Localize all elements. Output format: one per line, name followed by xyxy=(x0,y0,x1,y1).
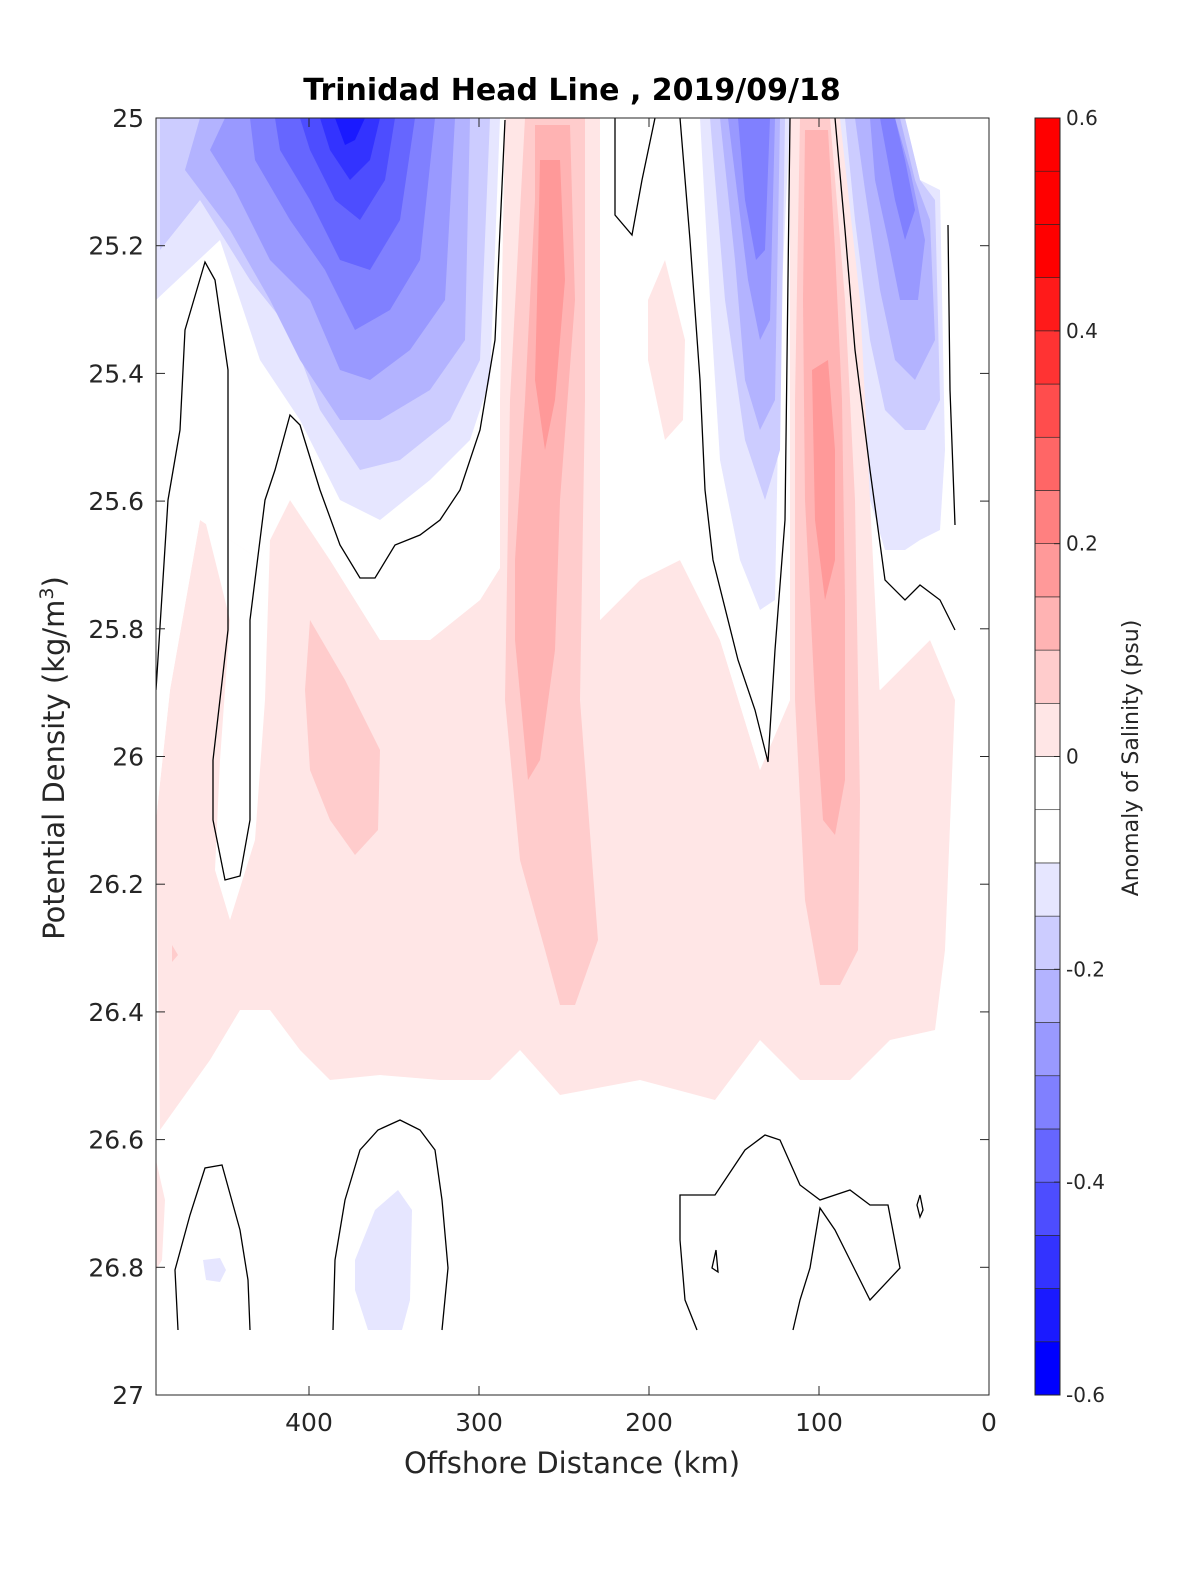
neutral-finger-left xyxy=(205,520,270,920)
x-tick-label: 200 xyxy=(625,1408,673,1437)
colorbar-segment xyxy=(1034,170,1061,225)
contour-line xyxy=(947,224,956,526)
colorbar-segment xyxy=(1034,1288,1061,1343)
y-tick-label: 25.4 xyxy=(88,359,144,388)
contour-line xyxy=(614,118,656,237)
y-axis-label-sup: 3 xyxy=(36,587,58,599)
colorbar-segment xyxy=(1034,649,1061,704)
negative-anomaly-deep-small xyxy=(203,1258,226,1282)
x-tick-label: 400 xyxy=(285,1408,333,1437)
colorbar-ticks: 0.6 0.4 0.2 0 -0.2 -0.4 -0.6 xyxy=(1054,106,1105,1407)
neutral-column-200 xyxy=(600,118,790,770)
x-tick-label: 300 xyxy=(455,1408,503,1437)
y-axis-label-main: Potential Density (kg/m xyxy=(37,600,71,940)
colorbar-segment xyxy=(1034,702,1061,757)
negative-anomaly-left-l8 xyxy=(320,118,380,180)
contour-line xyxy=(172,945,178,962)
colorbar-segment xyxy=(1034,436,1061,491)
colorbar-segment xyxy=(1034,1022,1061,1077)
negative-anomaly-coast-l5 xyxy=(880,118,915,240)
y-tick-label: 26.8 xyxy=(88,1253,144,1282)
chart-title: Trinidad Head Line , 2019/09/18 xyxy=(303,73,840,108)
positive-anomaly-column-255-l4 xyxy=(535,160,565,450)
y-axis-label-close: ) xyxy=(37,576,71,587)
contour-line xyxy=(679,118,791,763)
y-axis: 25 25.2 25.4 25.6 25.8 26 26.2 26.4 26.6 26.8 27 xyxy=(88,104,989,1410)
colorbar-tick-label: 0.2 xyxy=(1066,532,1098,556)
contour-line xyxy=(156,119,506,881)
y-tick-label: 27 xyxy=(112,1381,144,1410)
zero-contour-lines xyxy=(156,118,956,1331)
contour-line xyxy=(332,1119,449,1331)
positive-anomaly-column-95-l4 xyxy=(812,360,835,600)
y-tick-label: 25.8 xyxy=(88,615,144,644)
y-tick-label: 26.4 xyxy=(88,998,144,1027)
colorbar-segment xyxy=(1034,330,1061,385)
contour-line xyxy=(916,1194,924,1220)
contour-line xyxy=(834,118,956,631)
colorbar-segment xyxy=(1034,969,1061,1023)
colorbar-segment xyxy=(1034,1181,1061,1236)
x-axis-label: Offshore Distance (km) xyxy=(404,1446,740,1480)
contour-line xyxy=(679,1134,901,1331)
colorbar-segment xyxy=(1034,915,1061,970)
colorbar-segment xyxy=(1034,117,1061,172)
negative-anomaly-mid-l5 xyxy=(738,118,770,260)
contour-line xyxy=(711,1249,719,1274)
colorbar-segment xyxy=(1034,1235,1061,1289)
x-tick-label: 0 xyxy=(981,1408,997,1437)
colorbar-segment xyxy=(1034,490,1061,544)
negative-anomaly-left-core xyxy=(335,118,365,145)
colorbar-tick-label: -0.4 xyxy=(1066,1170,1105,1194)
y-tick-label: 25 xyxy=(112,104,144,133)
colorbar-segment xyxy=(1034,756,1061,811)
colorbar-segment xyxy=(1034,224,1061,278)
contour-line xyxy=(174,1164,251,1331)
negative-anomaly-deep xyxy=(355,1190,412,1330)
colorbar-segment xyxy=(1034,809,1061,864)
y-tick-label: 25.2 xyxy=(88,232,144,261)
colorbar-segment xyxy=(1034,1075,1061,1130)
positive-anomaly-blob-360 xyxy=(305,620,380,855)
colorbar-segment xyxy=(1034,277,1061,332)
y-axis-label: Potential Density (kg/m3) xyxy=(36,576,71,940)
x-axis: 400 300 200 100 0 xyxy=(285,118,997,1437)
y-tick-label: 26 xyxy=(112,743,144,772)
positive-anomaly-edge xyxy=(156,1160,165,1270)
x-tick-label: 100 xyxy=(795,1408,843,1437)
positive-anomaly-patch-200 xyxy=(648,260,685,440)
colorbar-segment xyxy=(1034,1341,1061,1396)
y-tick-label: 26.6 xyxy=(88,1126,144,1155)
contour-fill-layer xyxy=(156,118,955,1330)
colorbar-tick-label: -0.6 xyxy=(1066,1383,1105,1407)
colorbar-tick-label: 0 xyxy=(1066,745,1079,769)
colorbar-tick-label: 0.4 xyxy=(1066,319,1098,343)
colorbar-label: Anomaly of Salinity (psu) xyxy=(1119,620,1144,897)
y-tick-label: 26.2 xyxy=(88,870,144,899)
colorbar-segment xyxy=(1034,383,1061,438)
colorbar-segment xyxy=(1034,596,1061,651)
colorbar-segment xyxy=(1034,862,1061,917)
colorbar-segment xyxy=(1034,543,1061,598)
colorbar-segment xyxy=(1034,1128,1061,1183)
colorbar-tick-label: -0.2 xyxy=(1066,957,1105,981)
y-tick-label: 25.6 xyxy=(88,487,144,516)
colorbar-tick-label: 0.6 xyxy=(1066,106,1098,130)
colorbar xyxy=(1034,117,1061,1396)
